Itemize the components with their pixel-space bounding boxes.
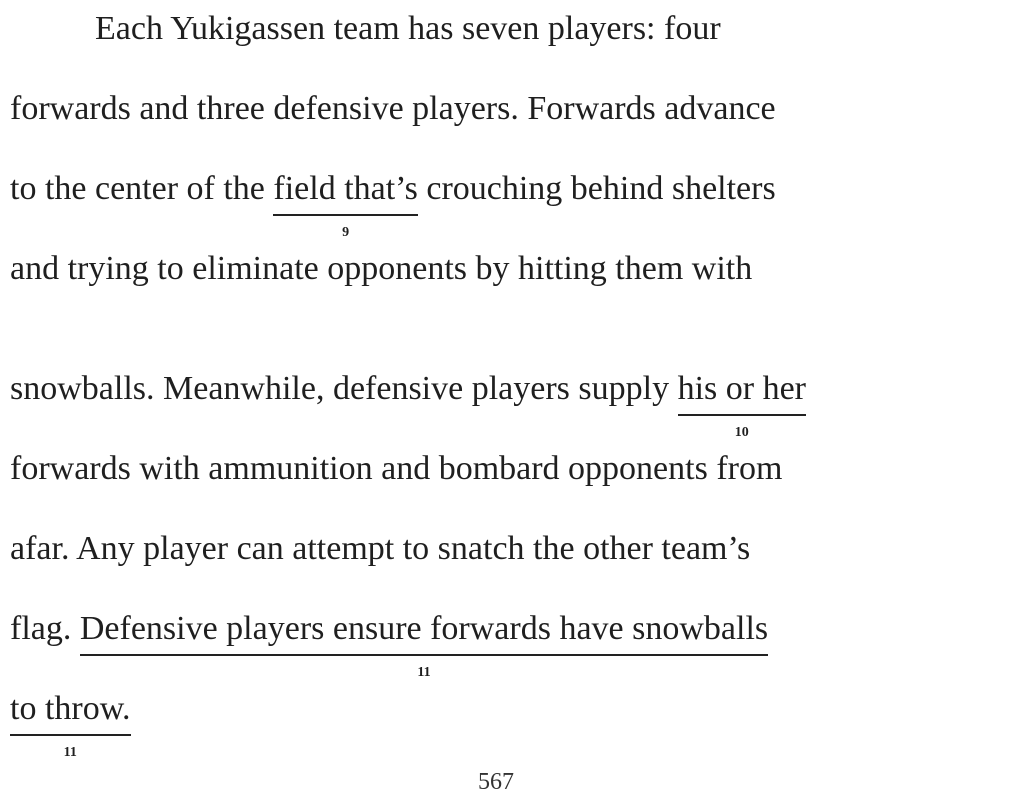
passage-line-6: forwards with ammunition and bombard opp… [10, 452, 782, 486]
passage-line-5: snowballs. Meanwhile, defensive players … [10, 370, 807, 440]
underlined-phrase-11-continued: to throw. 11 [10, 690, 131, 760]
line-6-text: forwards with ammunition and bombard opp… [10, 450, 783, 487]
passage-line-3: to the center of the field that’s 9 crouc… [10, 170, 776, 240]
line-5-text-before: snowballs. Meanwhile, defensive players … [10, 370, 678, 407]
underlined-text-10: his or her [677, 370, 807, 407]
line-4-text: and trying to eliminate opponents by hit… [10, 250, 753, 287]
line-8-text-before: flag. [10, 610, 80, 647]
line-7-text: afar. Any player can attempt to snatch t… [10, 530, 751, 567]
question-number-10: 10 [734, 425, 749, 440]
underlined-text-11: Defensive players ensure forwards have s… [79, 610, 769, 647]
passage-line-4: and trying to eliminate opponents by hit… [10, 252, 752, 286]
passage-line-9: to throw. 11 [10, 690, 131, 760]
underlined-phrase-10: his or her 10 [677, 370, 807, 440]
underlined-phrase-9: field that’s 9 [273, 170, 419, 240]
passage-line-1: Each Yukigassen team has seven players: … [95, 12, 721, 46]
question-number-9: 9 [342, 225, 350, 240]
passage-line-7: afar. Any player can attempt to snatch t… [10, 532, 750, 566]
line-3-text-after: crouching behind shelters [417, 170, 776, 207]
underlined-text-11-continued: to throw. [10, 690, 131, 727]
passage-line-2: forwards and three defensive players. Fo… [10, 92, 776, 126]
line-1-text: Each Yukigassen team has seven players: … [95, 10, 721, 47]
page-number: 567 [478, 769, 514, 795]
question-number-11: 11 [417, 665, 431, 680]
line-3-text-before: to the center of the [10, 170, 274, 207]
underlined-phrase-11: Defensive players ensure forwards have s… [79, 610, 769, 680]
underlined-text-9: field that’s [273, 170, 418, 207]
question-number-11-continued: 11 [63, 745, 77, 760]
line-2-text: forwards and three defensive players. Fo… [10, 90, 776, 127]
passage-line-8: flag. Defensive players ensure forwards … [10, 610, 769, 680]
